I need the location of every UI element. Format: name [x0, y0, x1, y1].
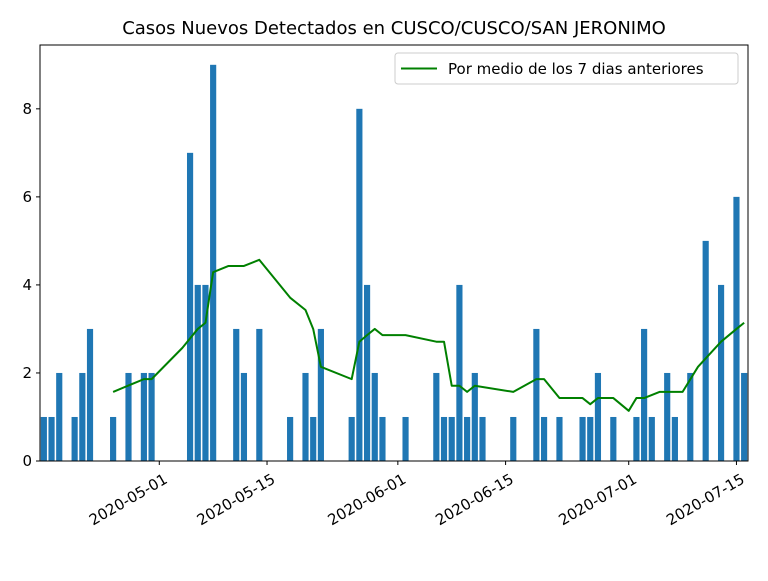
bar-2020-04-18: [56, 372, 63, 461]
bar-2020-05-07: [202, 284, 209, 461]
x-tick-label-2020-07-01: 2020-07-01: [555, 470, 640, 529]
x-tick-label-2020-07-15: 2020-07-15: [663, 470, 748, 529]
bar-2020-05-20: [302, 372, 309, 461]
bar-2020-07-16: [741, 372, 748, 461]
bar-2020-05-26: [348, 416, 355, 461]
bar-2020-04-27: [125, 372, 132, 461]
bar-2020-05-28: [363, 284, 371, 461]
legend: Por medio de los 7 dias anteriores: [394, 52, 739, 85]
y-tick-label-8: 8: [22, 100, 32, 118]
bar-2020-04-29: [140, 372, 147, 461]
bar-2020-05-12: [240, 372, 248, 461]
line-series: [112, 258, 745, 412]
bar-2020-06-12: [479, 416, 486, 461]
bar-2020-05-18: [287, 416, 294, 461]
bar-2020-07-06: [664, 372, 671, 461]
chart-title: Casos Nuevos Detectados en CUSCO/CUSCO/S…: [122, 18, 666, 39]
moving-average-line: [112, 258, 745, 412]
bar-2020-07-02: [633, 416, 640, 461]
bar-2020-04-17: [48, 416, 55, 461]
bar-2020-07-07: [671, 416, 678, 461]
bar-2020-04-20: [71, 416, 78, 461]
bar-2020-07-13: [717, 284, 725, 461]
bar-2020-04-22: [86, 328, 94, 461]
bar-2020-06-10: [464, 416, 471, 461]
bar-2020-06-25: [579, 416, 586, 461]
bar-2020-06-07: [440, 416, 448, 461]
bar-2020-04-16: [40, 416, 47, 461]
bar-2020-05-21: [310, 416, 317, 461]
bar-2020-07-04: [648, 416, 655, 461]
bar-2020-05-11: [233, 328, 240, 461]
bar-2020-06-11: [471, 372, 478, 461]
bar-2020-06-09: [456, 284, 463, 461]
plot-frame: [39, 44, 749, 462]
x-tick-label-2020-05-01: 2020-05-01: [86, 470, 171, 529]
bar-2020-06-16: [510, 416, 517, 461]
x-tick-label-2020-06-15: 2020-06-15: [432, 470, 517, 529]
x-tick-label-2020-06-01: 2020-06-01: [325, 470, 410, 529]
bar-2020-05-29: [371, 372, 378, 461]
bar-2020-05-06: [194, 284, 201, 461]
bar-2020-06-26: [587, 416, 594, 461]
legend-entry-label: Por medio de los 7 dias anteriores: [448, 60, 704, 78]
x-tick-label-2020-05-15: 2020-05-15: [194, 470, 279, 529]
bar-2020-05-05: [186, 152, 194, 461]
legend-box: [394, 52, 739, 85]
bar-2020-05-08: [210, 64, 217, 461]
bar-2020-06-06: [433, 372, 440, 461]
bar-2020-07-09: [687, 372, 694, 461]
y-tick-label-4: 4: [22, 276, 32, 294]
bar-2020-04-21: [79, 372, 86, 461]
bar-2020-06-20: [540, 416, 548, 461]
y-tick-label-0: 0: [22, 452, 32, 470]
bar-2020-05-30: [379, 416, 386, 461]
bar-2020-06-29: [610, 416, 617, 461]
bar-2020-07-11: [702, 240, 709, 461]
bar-series: [40, 64, 748, 461]
bar-2020-05-27: [356, 108, 363, 461]
bar-2020-07-03: [641, 328, 648, 461]
bar-2020-05-22: [317, 328, 324, 461]
y-tick-label-2: 2: [22, 364, 32, 382]
bar-2020-04-25: [110, 416, 117, 461]
bar-2020-06-02: [402, 416, 409, 461]
bar-2020-06-22: [556, 416, 563, 461]
y-tick-label-6: 6: [22, 188, 32, 206]
bar-2020-06-19: [533, 328, 540, 461]
bar-2020-06-27: [594, 372, 602, 461]
bar-2020-06-08: [448, 416, 455, 461]
bar-2020-04-30: [148, 372, 155, 461]
bar-2020-05-14: [256, 328, 263, 461]
